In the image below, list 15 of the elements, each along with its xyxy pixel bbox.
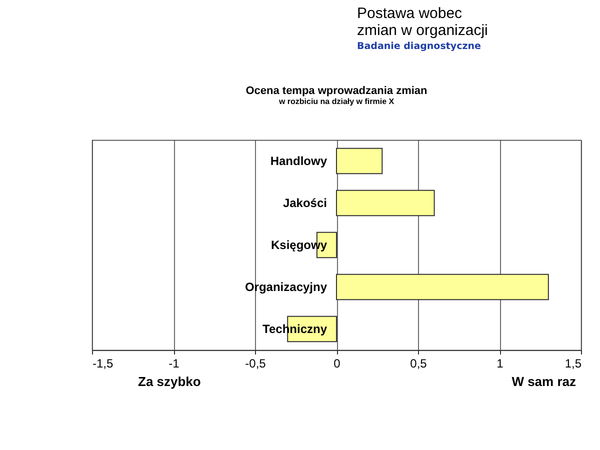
text: Za szybko xyxy=(138,374,201,389)
text: Postawa wobec zmian w organizacji xyxy=(357,5,489,39)
chart-subtitle: w rozbiciu na działy w firmie X xyxy=(278,97,395,106)
x-tick-label: 0 xyxy=(334,356,341,370)
x-tick-label: 1,5 xyxy=(564,356,582,370)
x-tick-label: 1 xyxy=(496,356,504,370)
chart-title: Ocena tempa wprowadzania zmian xyxy=(246,85,428,97)
x-tick-label: -1,5 xyxy=(92,356,114,370)
text: W sam raz xyxy=(512,374,576,389)
x-tick-label: 0,5 xyxy=(410,356,428,370)
text: Badanie diagnostyczne xyxy=(357,41,482,52)
y-tick-label: Jakości xyxy=(282,196,327,210)
y-tick-label: Handlowy xyxy=(270,154,328,168)
x-tick-label: -0,5 xyxy=(245,356,266,370)
x-tick-label: -1 xyxy=(168,356,180,370)
